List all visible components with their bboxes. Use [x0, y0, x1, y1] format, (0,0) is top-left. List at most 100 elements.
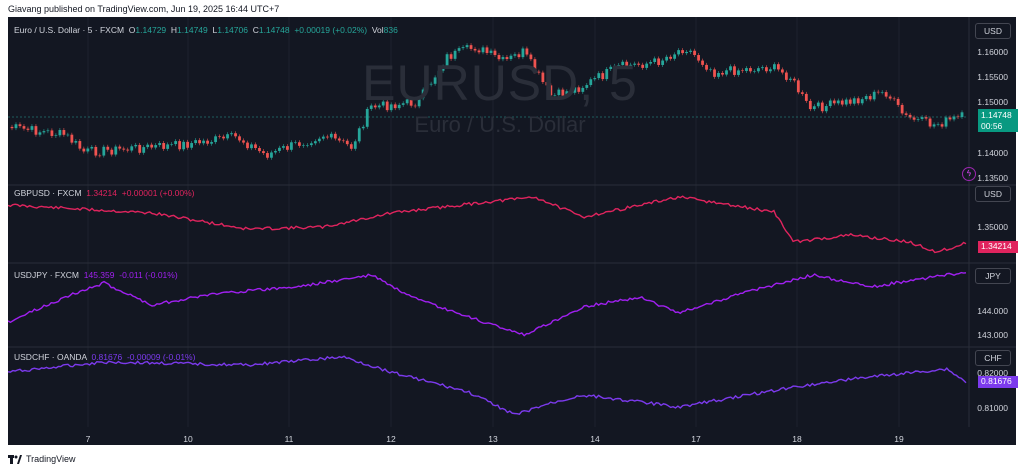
candle-body — [82, 148, 86, 152]
candle-body — [126, 149, 130, 151]
candle-body — [106, 146, 110, 150]
candle-body — [98, 155, 102, 157]
time-tick: 18 — [792, 434, 802, 444]
candle-body — [749, 68, 752, 72]
candle-body — [561, 89, 565, 96]
candle-body — [485, 47, 489, 53]
eurusd-currency-button[interactable]: USD — [975, 23, 1011, 39]
candle-body — [573, 87, 577, 93]
candle-body — [254, 144, 257, 149]
eurusd-legend[interactable]: Euro / U.S. Dollar · 5 · FXCM O1.14729 H… — [14, 25, 398, 35]
candle-body — [836, 100, 840, 104]
candle-body — [469, 45, 473, 49]
candle-body — [54, 135, 58, 136]
candle-body — [102, 146, 106, 156]
gbpusd-ytick: 1.35000 — [977, 222, 1008, 232]
candle-body — [888, 96, 892, 99]
candle-body — [337, 138, 341, 141]
footer-branding[interactable]: TradingView — [8, 451, 76, 467]
candle-body — [138, 144, 142, 153]
candle-body — [377, 105, 381, 108]
high-value: 1.14749 — [177, 25, 208, 35]
candle-body — [812, 106, 816, 110]
candle-body — [713, 69, 716, 77]
candle-body — [505, 57, 509, 60]
time-tick: 7 — [85, 434, 91, 444]
candle-body — [685, 51, 688, 54]
candle-body — [828, 100, 832, 107]
gbpusd-title: GBPUSD · FXCM — [14, 188, 82, 198]
candle-body — [832, 100, 836, 104]
candle-body — [765, 67, 768, 72]
usdchf-line — [8, 355, 967, 415]
candle-body — [761, 67, 764, 69]
candle-body — [246, 142, 249, 149]
candle-body — [445, 54, 449, 67]
candle-body — [657, 58, 661, 65]
candle-body — [477, 50, 481, 53]
candle-body — [389, 104, 393, 111]
candle-body — [637, 63, 641, 65]
candle-body — [665, 56, 669, 61]
candle-body — [689, 50, 692, 52]
candle-body — [290, 142, 293, 150]
time-tick: 14 — [590, 434, 600, 444]
candle-body — [653, 58, 657, 63]
candle-body — [681, 50, 684, 54]
candle-body — [393, 104, 397, 109]
candle-body — [294, 142, 297, 143]
candle-body — [46, 130, 50, 132]
candle-body — [437, 70, 441, 78]
candle-body — [525, 48, 529, 55]
usdjpy-ytick: 143.000 — [977, 330, 1008, 340]
candle-body — [709, 69, 712, 71]
candle-body — [286, 146, 289, 150]
usdchf-ytick: 0.81000 — [977, 403, 1008, 413]
candle-body — [305, 145, 309, 146]
lightning-circle-icon[interactable]: ϟ — [962, 167, 976, 181]
candle-body — [773, 64, 776, 70]
candle-body — [928, 118, 932, 127]
candle-body — [880, 92, 884, 93]
candle-body — [745, 68, 748, 72]
candle-body — [733, 66, 736, 75]
candle-body — [860, 99, 864, 104]
usdjpy-legend[interactable]: USDJPY · FXCM 145.359 -0.011 (-0.01%) — [14, 269, 178, 281]
candle-body — [333, 133, 337, 139]
usdjpy-currency-button[interactable]: JPY — [975, 268, 1011, 284]
gbpusd-currency-button[interactable]: USD — [975, 186, 1011, 202]
candle-body — [373, 105, 377, 108]
publish-caption: Giavang published on TradingView.com, Ju… — [8, 4, 280, 14]
candle-body — [130, 146, 134, 151]
candle-body — [142, 147, 146, 153]
candle-body — [238, 136, 241, 141]
candle-body — [908, 114, 912, 118]
candle-body — [258, 148, 261, 152]
candle-body — [673, 54, 677, 59]
usdchf-currency-button[interactable]: CHF — [975, 350, 1011, 366]
candle-body — [729, 66, 732, 71]
candle-body — [433, 77, 437, 84]
chart-canvas[interactable] — [8, 17, 1016, 445]
change-value: +0.00019 (+0.02%) — [294, 25, 368, 35]
candle-body — [884, 92, 888, 97]
candle-body — [425, 84, 429, 90]
candle-body — [321, 136, 325, 139]
candle-body — [529, 54, 533, 60]
candle-body — [804, 93, 808, 101]
usdchf-legend[interactable]: USDCHF · OANDA 0.81676 -0.00009 (-0.01%) — [14, 351, 195, 363]
usdchf-value: 0.81676 — [91, 352, 123, 362]
candle-body — [381, 101, 385, 106]
candle-body — [856, 98, 860, 104]
candle-body — [198, 140, 201, 144]
candle-body — [737, 70, 740, 75]
candle-body — [385, 101, 389, 111]
candle-body — [537, 71, 541, 73]
candle-body — [38, 132, 42, 135]
candle-body — [301, 145, 305, 146]
gbpusd-legend[interactable]: GBPUSD · FXCM 1.34214 +0.00001 (+0.00%) — [14, 187, 195, 199]
chart-area[interactable]: EURUSD, 5 Euro / U.S. Dollar Euro / U.S.… — [8, 17, 1018, 445]
candle-body — [353, 141, 357, 149]
candle-body — [134, 144, 138, 147]
gbpusd-change: +0.00001 (+0.00%) — [121, 188, 195, 198]
